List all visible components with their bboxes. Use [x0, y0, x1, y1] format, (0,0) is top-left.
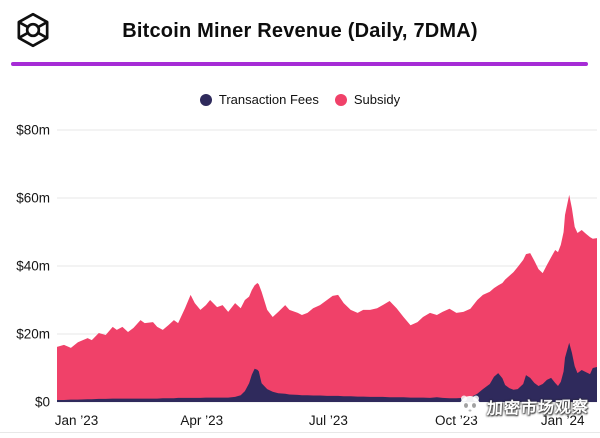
legend-swatch-subsidy-icon: [334, 93, 347, 106]
y-axis-label: $60m: [16, 191, 50, 206]
legend-label-transaction-fees: Transaction Fees: [218, 92, 319, 107]
watermark-text: 加密市场观察: [486, 399, 590, 418]
subsidy-area: [57, 194, 597, 402]
panda-avatar-icon: [459, 395, 481, 417]
y-axis-label: $0: [35, 395, 50, 410]
legend-label-subsidy: Subsidy: [353, 92, 401, 107]
y-axis-label: $80m: [16, 123, 50, 138]
legend-item-transaction-fees[interactable]: Transaction Fees: [199, 92, 319, 107]
legend-item-subsidy[interactable]: Subsidy: [334, 92, 401, 107]
glassnode-logo-icon: [17, 12, 49, 48]
header: Bitcoin Miner Revenue (Daily, 7DMA): [0, 0, 600, 62]
transaction-fees-area: [57, 342, 597, 402]
page-title: Bitcoin Miner Revenue (Daily, 7DMA): [122, 20, 478, 42]
x-axis-label: Jul ’23: [309, 413, 348, 428]
x-axis-label: Apr ’23: [180, 413, 223, 428]
bottom-divider: [0, 432, 600, 433]
y-axis-label: $20m: [16, 327, 50, 342]
chart-legend: Transaction Fees Subsidy: [0, 92, 600, 107]
x-axis-label: Jan ’23: [55, 413, 99, 428]
legend-swatch-transaction-fees-icon: [199, 93, 212, 106]
watermark: 加密市场观察: [458, 394, 589, 418]
y-axis-label: $40m: [16, 259, 50, 274]
x-axis-label: Jan ’24: [541, 413, 585, 428]
x-axis-label: Oct ’23: [435, 413, 478, 428]
header-accent-divider: [11, 62, 588, 66]
